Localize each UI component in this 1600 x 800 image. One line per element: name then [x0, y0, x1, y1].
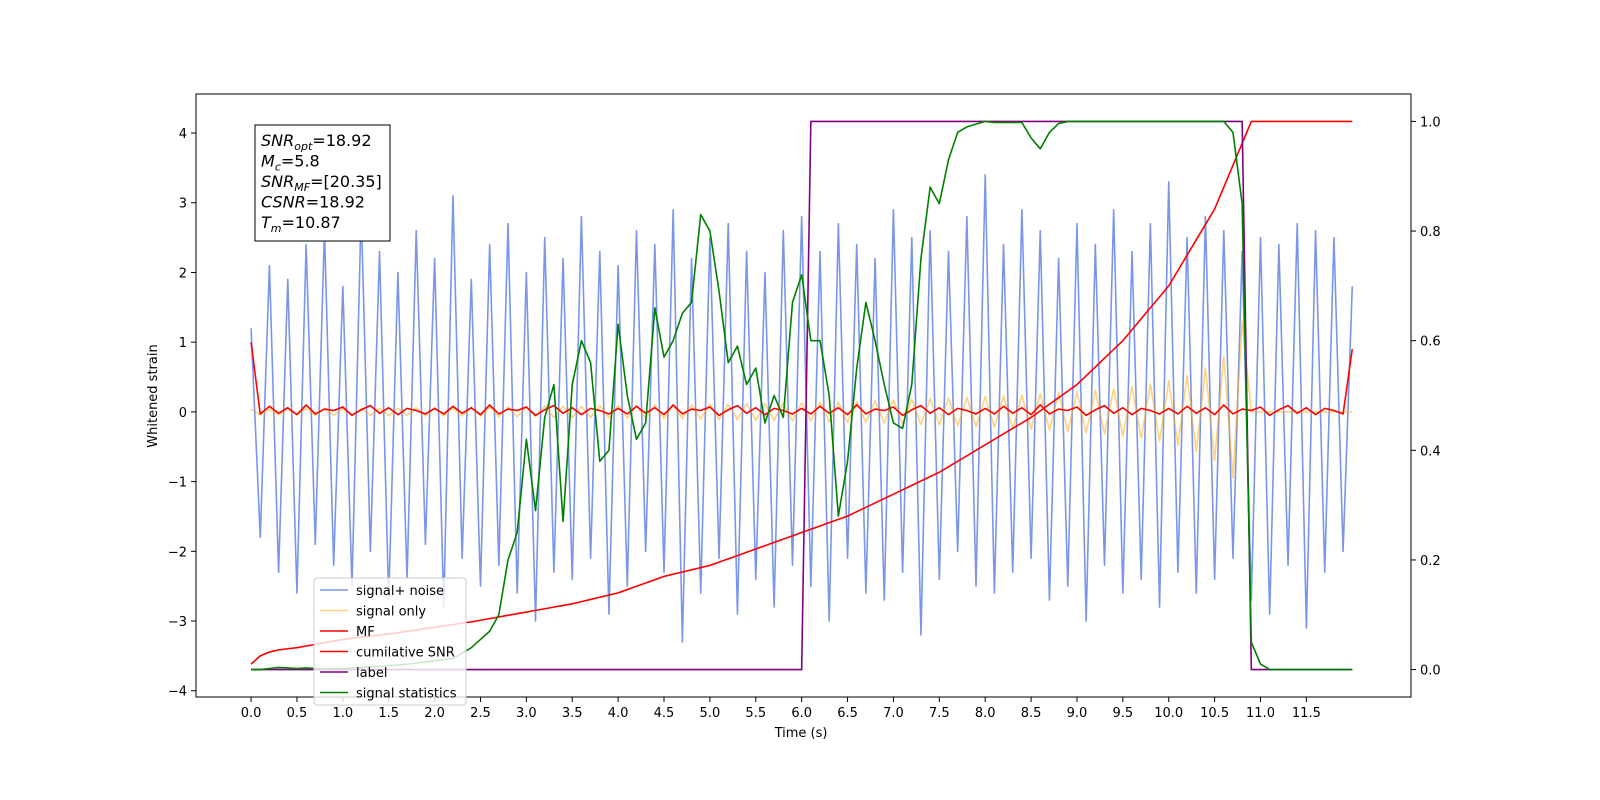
x-tick-label: 6.5: [837, 706, 858, 721]
annotation-subscript: MF: [294, 181, 310, 194]
annotation-value: =18.92: [312, 131, 371, 150]
x-tick-label: 1.5: [378, 706, 399, 721]
y-tick-label: −2: [168, 545, 187, 560]
annotation-value: =10.87: [282, 213, 341, 232]
annotation-symbol: T: [261, 213, 272, 232]
annotation-subscript: opt: [294, 140, 313, 153]
x-tick-label: 4.0: [608, 706, 629, 721]
legend-label: signal only: [356, 605, 426, 620]
legend-label: MF: [356, 625, 375, 640]
legend: signal+ noise signal only MF cumilative SNR…: [313, 577, 467, 706]
legend-box: [313, 577, 467, 706]
x-tick-label: 7.0: [883, 706, 904, 721]
annotation-line: Tm=10.87: [261, 213, 341, 235]
x-tick-label: 6.0: [791, 706, 812, 721]
x-tick-label: 8.5: [1021, 706, 1042, 721]
legend-label: signal+ noise: [356, 584, 444, 599]
annotation-line: SNRMF=[20.35]: [261, 172, 382, 194]
x-tick-label: 3.5: [562, 706, 583, 721]
y-tick-label: −1: [168, 476, 187, 491]
y2-tick-label: 1.0: [1420, 115, 1441, 130]
x-tick-label: 10.0: [1154, 706, 1183, 721]
annotation-symbol: M: [261, 152, 275, 171]
annotation-line: CSNR=18.92: [261, 193, 365, 212]
y-tick-label: 0: [179, 406, 187, 421]
y-tick-label: 4: [179, 127, 187, 142]
annotation-subscript: m: [271, 222, 282, 235]
y-axis-label: Whitened strain: [146, 344, 161, 447]
x-tick-label: 11.5: [1292, 706, 1321, 721]
annotation-symbol: CSNR: [261, 193, 306, 212]
x-axis-label: Time (s): [774, 726, 828, 741]
x-tick-label: 5.0: [700, 706, 721, 721]
x-tick-label: 5.5: [745, 706, 766, 721]
annotation-value: =18.92: [306, 193, 365, 212]
annotation-subscript: c: [275, 161, 281, 174]
x-tick-label: 3.0: [516, 706, 537, 721]
legend-label: signal statistics: [356, 687, 457, 702]
series-line: [250, 174, 1354, 643]
x-tick-label: 9.0: [1067, 706, 1088, 721]
annotation: SNRopt=18.92Mc=5.8SNRMF=[20.35]CSNR=18.9…: [254, 124, 391, 242]
y-tick-label: 2: [179, 266, 187, 281]
x-tick-label: 7.5: [929, 706, 950, 721]
y2-tick-label: 0.4: [1420, 444, 1441, 459]
x-tick-label: 8.0: [975, 706, 996, 721]
annotation-value: =[20.35]: [310, 172, 382, 191]
y-tick-label: 3: [179, 197, 187, 212]
legend-label: label: [356, 666, 387, 681]
series-line: [250, 342, 1354, 417]
legend-label: cumilative SNR: [356, 646, 455, 661]
x-tick-label: 11.0: [1246, 706, 1275, 721]
x-tick-label: 2.5: [470, 706, 491, 721]
x-tick-label: 0.0: [241, 706, 262, 721]
annotation-line: Mc=5.8: [261, 152, 320, 174]
axes-frame: [195, 93, 1412, 698]
annotation-symbol: SNR: [261, 131, 294, 150]
annotation-value: =5.8: [281, 152, 320, 171]
y-tick-label: −3: [168, 615, 187, 630]
y-tick-label: 1: [179, 336, 187, 351]
y2-tick-label: 0.2: [1420, 554, 1441, 569]
x-tick-label: 2.0: [424, 706, 445, 721]
annotation-line: SNRopt=18.92: [261, 131, 372, 153]
x-tick-label: 0.5: [287, 706, 308, 721]
annotation-box: [254, 124, 391, 242]
x-tick-label: 10.5: [1200, 706, 1229, 721]
x-tick-label: 1.0: [332, 706, 353, 721]
annotation-symbol: SNR: [261, 172, 294, 191]
y2-tick-label: 0.6: [1420, 335, 1441, 350]
y2-tick-label: 0.0: [1420, 664, 1441, 679]
x-tick-label: 4.5: [654, 706, 675, 721]
y2-tick-label: 0.8: [1420, 225, 1441, 240]
y-tick-label: −4: [168, 685, 187, 700]
x-tick-label: 9.5: [1113, 706, 1134, 721]
